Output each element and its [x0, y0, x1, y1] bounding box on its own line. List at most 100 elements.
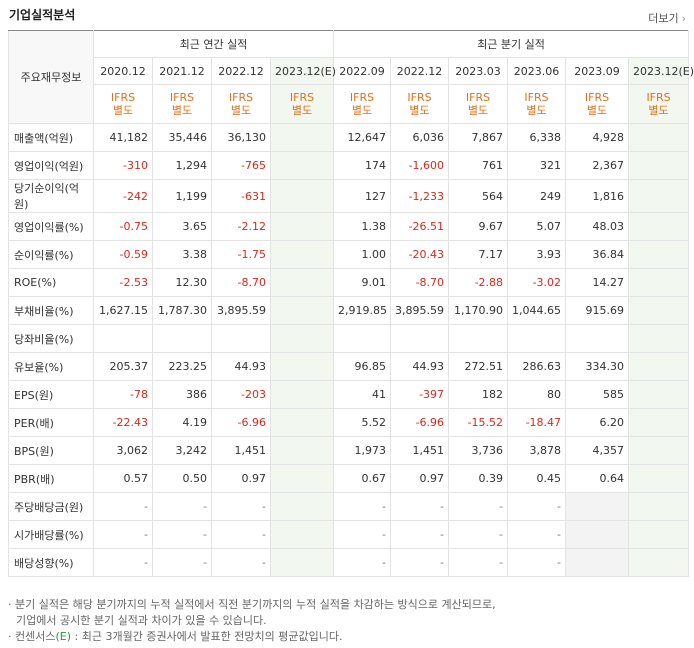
empty-cell [628, 212, 690, 241]
standard-header: IFRS 별도 [565, 84, 630, 124]
value-cell: 44.93 [390, 352, 450, 381]
empty-cell [269, 520, 335, 549]
row-label: 영업이익률(%) [8, 212, 94, 241]
note-text: (E) [55, 630, 72, 643]
value-cell: - [211, 492, 271, 521]
value-cell: -0.75 [93, 212, 153, 241]
standard-header: IFRS 별도 [152, 84, 212, 124]
value-cell: - [211, 520, 271, 549]
period-header: 2021.12 [152, 57, 212, 85]
value-cell: - [390, 492, 450, 521]
row-label: 시가배당률(%) [8, 520, 94, 549]
period-header: 2023.12(E) [269, 57, 336, 85]
row-label: 매출액(억원) [8, 123, 94, 152]
value-cell: 12,647 [333, 123, 392, 152]
value-cell: 3.65 [152, 212, 212, 241]
value-cell: - [507, 548, 567, 577]
standard-header: IFRS 별도 [269, 84, 335, 124]
value-cell: 9.01 [333, 268, 392, 297]
note: 컨센서스(E) : 최근 3개월간 증권사에서 발표한 전망치의 평균값입니다. [8, 629, 496, 645]
row-label: 당기순이익(억원) [8, 179, 94, 213]
section-title: 기업실적분석 [9, 8, 76, 22]
empty-cell [448, 324, 509, 353]
value-cell: 36,130 [211, 123, 271, 152]
more-link[interactable]: 더보기 [648, 10, 686, 26]
empty-cell [565, 548, 630, 577]
value-cell: -2.12 [211, 212, 271, 241]
header-row: 주요재무정보 최근 연간 실적 최근 분기 실적 [8, 30, 690, 124]
data-row: 매출액(억원) 41,182 35,446 36,130 12,647 6,036 7,86… [8, 123, 690, 152]
value-cell: - [152, 548, 212, 577]
value-cell: 0.57 [93, 464, 153, 493]
value-cell: - [333, 520, 392, 549]
value-cell: 249 [507, 179, 567, 213]
value-cell: 7,867 [448, 123, 509, 152]
row-label: PER(배) [8, 408, 94, 437]
row-label: 당좌비율(%) [8, 324, 94, 353]
value-cell: -765 [211, 151, 271, 180]
empty-cell [269, 179, 335, 213]
data-row: 영업이익(억원) -310 1,294 -765 174 -1,600 761 321 2,36… [8, 151, 690, 180]
value-cell: 3,878 [507, 436, 567, 465]
value-cell: -3.02 [507, 268, 567, 297]
empty-cell [628, 123, 690, 152]
value-cell: -26.51 [390, 212, 450, 241]
empty-cell [269, 380, 335, 409]
empty-cell [269, 324, 335, 353]
value-cell: - [333, 492, 392, 521]
row-label: BPS(원) [8, 436, 94, 465]
value-cell: 3,736 [448, 436, 509, 465]
empty-cell [628, 492, 690, 521]
note-text: : 최근 3개월간 증권사에서 발표한 전망치의 평균값입니다. [71, 630, 343, 643]
value-cell: - [448, 492, 509, 521]
data-row: 시가배당률(%) - - - - - - - [8, 520, 690, 549]
empty-cell [269, 464, 335, 493]
value-cell: 272.51 [448, 352, 509, 381]
value-cell: 3.38 [152, 240, 212, 269]
value-cell: 564 [448, 179, 509, 213]
value-cell: 182 [448, 380, 509, 409]
row-label: 순이익률(%) [8, 240, 94, 269]
value-cell: -1,600 [390, 151, 450, 180]
empty-cell [628, 296, 690, 325]
value-cell: 12.30 [152, 268, 212, 297]
value-cell: 174 [333, 151, 392, 180]
value-cell: 0.97 [390, 464, 450, 493]
value-cell: 386 [152, 380, 212, 409]
empty-cell [628, 548, 690, 577]
empty-cell [507, 324, 567, 353]
data-row: 부채비율(%) 1,627.15 1,787.30 3,895.59 2,919.85 3… [8, 296, 690, 325]
value-cell: 127 [333, 179, 392, 213]
group-header: 최근 분기 실적 [333, 30, 690, 58]
value-cell: - [507, 520, 567, 549]
value-cell: 1,044.65 [507, 296, 567, 325]
value-cell: -8.70 [390, 268, 450, 297]
empty-cell [628, 520, 690, 549]
note: 분기 실적은 해당 분기까지의 누적 실적에서 직전 분기까지의 누적 실적을 … [8, 597, 496, 629]
value-cell: -242 [93, 179, 153, 213]
empty-cell [269, 352, 335, 381]
data-row: 순이익률(%) -0.59 3.38 -1.75 1.00 -20.43 7.17 3.93 3… [8, 240, 690, 269]
value-cell: 35,446 [152, 123, 212, 152]
value-cell: 5.07 [507, 212, 567, 241]
note-text: 분기 실적은 해당 분기까지의 누적 실적에서 직전 분기까지의 누적 실적을 … [15, 598, 496, 627]
data-row: 유보율(%) 205.37 223.25 44.93 96.85 44.93 272.51 2… [8, 352, 690, 381]
standard-header: IFRS 별도 [93, 84, 153, 124]
corner-header: 주요재무정보 [8, 30, 94, 124]
value-cell: 1,199 [152, 179, 212, 213]
value-cell: 1,170.90 [448, 296, 509, 325]
data-row: BPS(원) 3,062 3,242 1,451 1,973 1,451 3,736 3,87… [8, 436, 690, 465]
financial-table: 주요재무정보 최근 연간 실적 최근 분기 실적 2020.12 2021.12 2022… [8, 30, 694, 577]
value-cell: - [93, 492, 153, 521]
row-label: PBR(배) [8, 464, 94, 493]
value-cell: 3.93 [507, 240, 567, 269]
value-cell: 6,036 [390, 123, 450, 152]
empty-cell [628, 380, 690, 409]
value-cell: 6.20 [565, 408, 630, 437]
row-label: 주당배당금(원) [8, 492, 94, 521]
value-cell: - [93, 520, 153, 549]
data-row: 당좌비율(%) [8, 324, 690, 353]
empty-cell [269, 240, 335, 269]
value-cell: 286.63 [507, 352, 567, 381]
